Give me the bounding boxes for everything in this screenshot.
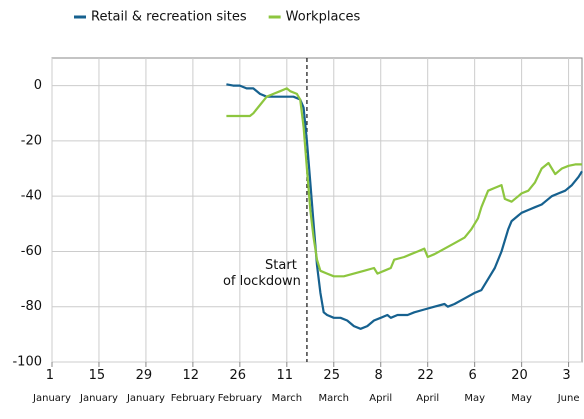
x-tick-label: 12 February (171, 368, 215, 405)
x-tick-label: 26 February (218, 368, 262, 405)
legend-label: Workplaces (286, 10, 361, 25)
x-tick-label: 11 March (272, 368, 302, 405)
x-tick-label: 1 January (32, 368, 71, 405)
x-tick-label: 3 June (557, 368, 580, 405)
annotation: Start of lockdown (223, 258, 301, 289)
x-tick-label: 22 April (416, 368, 439, 405)
y-tick-label: 0 (34, 78, 42, 93)
series-line (226, 83, 583, 330)
x-tick-label: 29 January (126, 368, 165, 405)
plot-frame (51, 57, 583, 363)
y-tick-label: -80 (21, 299, 42, 314)
legend-label: Retail & recreation sites (91, 10, 247, 25)
x-tick-label: 20 May (511, 368, 532, 405)
x-tick-label: 25 March (319, 368, 349, 405)
series-line (226, 87, 582, 278)
y-tick-label: -100 (12, 355, 42, 370)
y-tick-label: -60 (21, 244, 42, 259)
x-tick-label: 8 April (369, 368, 392, 405)
x-tick-label: 15 January (79, 368, 118, 405)
y-tick-label: -20 (21, 133, 42, 148)
x-tick-label: 6 May (464, 368, 485, 405)
y-tick-label: -40 (21, 189, 42, 204)
